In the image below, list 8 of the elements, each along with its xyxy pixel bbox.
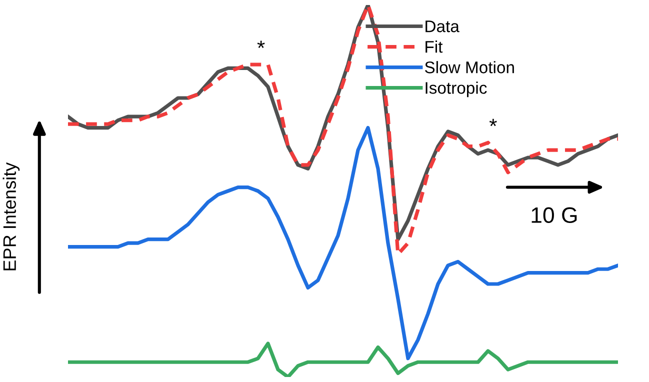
legend-label: Slow Motion [424, 61, 514, 74]
legend-label: Fit [426, 40, 443, 53]
annotation: * [257, 40, 265, 48]
annotation: * [489, 118, 497, 126]
y-axis-title: EPR Intensity [2, 162, 20, 270]
legend-label: Isotropic [426, 82, 487, 98]
annotation: 10 G [532, 207, 577, 224]
legend-label: Data [426, 20, 460, 32]
